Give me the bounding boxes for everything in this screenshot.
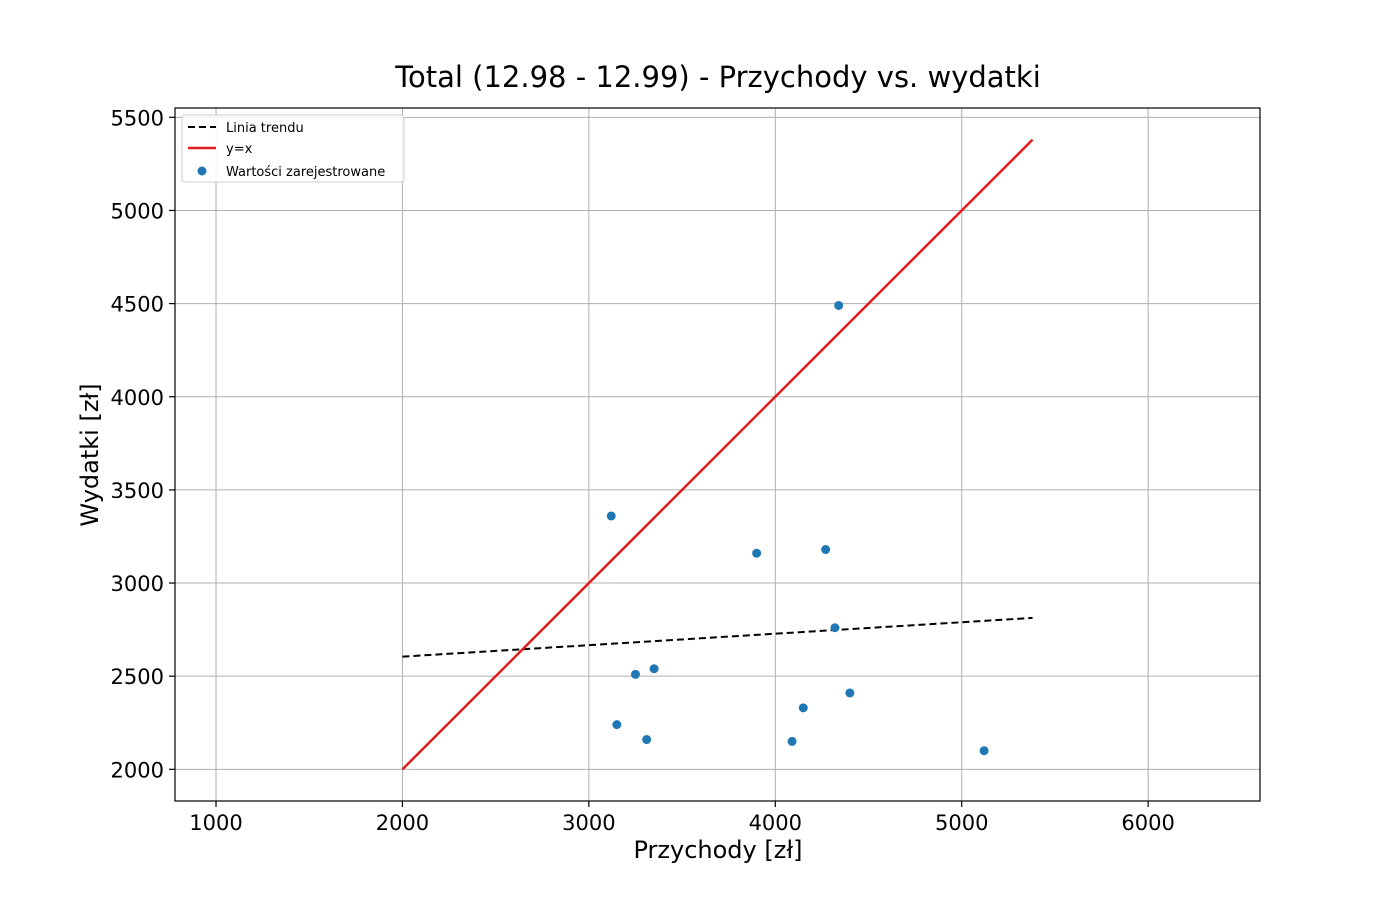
data-point	[630, 669, 640, 679]
legend-label: Linia trendu	[226, 121, 304, 136]
axis-ticks: 1000 2000 3000 4000 5000 6000 2000 2500 3000 3500…	[111, 106, 1175, 835]
data-point	[612, 720, 622, 730]
data-point	[845, 688, 855, 698]
y-tick-label: 3000	[111, 572, 164, 596]
y-tick-label: 2000	[111, 758, 164, 782]
data-point	[606, 511, 616, 521]
y-tick-label: 4500	[111, 293, 164, 317]
chart-title: Total (12.98 - 12.99) - Przychody vs. wy…	[394, 60, 1041, 94]
data-point	[830, 623, 840, 633]
x-tick-label: 3000	[562, 811, 615, 835]
data-point	[649, 664, 659, 674]
scatter-points	[606, 300, 989, 756]
identity-line	[401, 138, 1034, 771]
x-tick-label: 1000	[189, 811, 242, 835]
legend-box	[181, 114, 405, 183]
data-point	[798, 703, 808, 713]
grid-lines	[175, 108, 1260, 801]
y-tick-label: 5500	[111, 106, 164, 130]
data-point	[752, 548, 762, 558]
legend-swatch-marker	[197, 166, 207, 176]
x-tick-label: 4000	[749, 811, 802, 835]
y-tick-label: 4000	[111, 386, 164, 410]
data-point	[979, 746, 989, 756]
data-point	[821, 545, 831, 555]
legend-label: y=x	[226, 142, 253, 157]
y-tick-label: 2500	[111, 665, 164, 689]
series-lines	[401, 138, 1034, 771]
data-point	[787, 736, 797, 746]
data-point	[834, 300, 844, 310]
plot-frame	[174, 107, 1261, 802]
data-point	[642, 735, 652, 745]
legend: Linia trendu y=x Wartości zarejestrowane	[181, 114, 405, 183]
y-tick-label: 3500	[111, 479, 164, 503]
x-tick-label: 5000	[935, 811, 988, 835]
y-tick-label: 5000	[111, 199, 164, 223]
x-tick-label: 2000	[376, 811, 429, 835]
x-axis-label: Przychody [zł]	[633, 836, 802, 864]
x-tick-label: 6000	[1121, 811, 1174, 835]
legend-label: Wartości zarejestrowane	[226, 165, 385, 180]
y-axis-label: Wydatki [zł]	[76, 383, 104, 526]
trend-line	[402, 616, 1033, 658]
